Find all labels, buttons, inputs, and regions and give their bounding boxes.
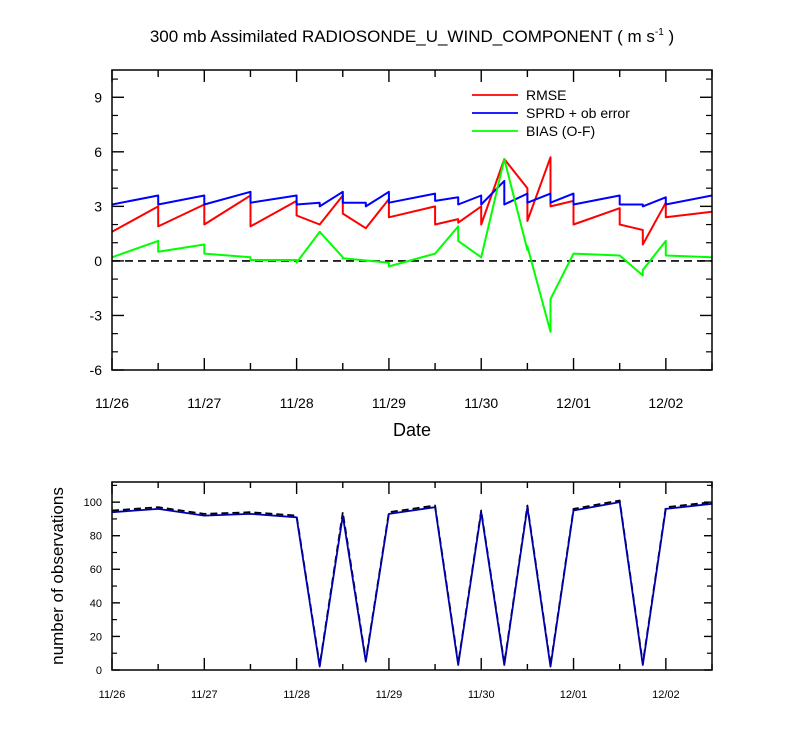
x-tick-label: 12/01 [560, 689, 588, 701]
y-tick-label: -3 [90, 307, 103, 323]
y-tick-label: 3 [94, 198, 102, 214]
x-tick-label: 11/30 [464, 395, 498, 411]
y-tick-label: -6 [90, 362, 103, 378]
y-tick-label: 80 [90, 531, 102, 543]
x-tick-label: 12/01 [556, 395, 591, 411]
y-tick-label: 0 [96, 665, 102, 677]
y-tick-label: 6 [94, 144, 102, 160]
plot-frame [111, 69, 713, 371]
x-tick-label: 12/02 [652, 689, 680, 701]
x-tick-label: 11/27 [191, 689, 218, 701]
legend-label: SPRD + ob error [526, 105, 630, 121]
bottom-panel: 11/26 11/27 11/28 11/29 11/30 12/01 12/02 0 20 40… [84, 481, 713, 701]
series-group [112, 156, 712, 333]
x-tick-label: 11/26 [95, 395, 129, 411]
x-tick-label: 11/27 [187, 395, 221, 411]
series-line-dashed-0 [112, 499, 712, 666]
y-tick-label: 40 [90, 598, 102, 610]
x-tick-label: 11/29 [376, 689, 403, 701]
x-tick-label: 11/26 [99, 689, 126, 701]
x-tick-label: 11/29 [372, 395, 406, 411]
top-x-axis-label: Date [393, 420, 431, 440]
x-tick-label: 12/02 [648, 395, 683, 411]
y-tick-label: 100 [84, 497, 102, 509]
x-tick-label: 11/28 [283, 689, 310, 701]
legend-item: SPRD + ob error [472, 105, 630, 121]
chart-title: 300 mb Assimilated RADIOSONDE_U_WIND_COM… [150, 27, 674, 46]
top-panel: 11/26 11/27 11/28 11/29 11/30 12/01 12/02 -6 -3 0… [90, 69, 713, 411]
legend-item: RMSE [472, 87, 566, 103]
y-tick-label: 60 [90, 564, 102, 576]
plot-frame [111, 481, 713, 671]
y-tick-label: 0 [94, 253, 102, 269]
x-tick-label: 11/30 [468, 689, 495, 701]
chart-title-superscript: -1 [655, 27, 664, 38]
chart-title-main: 300 mb Assimilated RADIOSONDE_U_WIND_COM… [150, 27, 655, 46]
legend-item: BIAS (O-F) [472, 123, 595, 139]
legend-label: RMSE [526, 87, 566, 103]
series-line-bias-o-f [112, 158, 712, 333]
legend-label: BIAS (O-F) [526, 123, 595, 139]
x-tick-label: 11/28 [280, 395, 314, 411]
series-line-rmse [112, 156, 712, 246]
series-group [112, 499, 712, 668]
y-tick-label: 20 [90, 631, 102, 643]
series-line-sprd-ob-error [112, 179, 712, 208]
bottom-y-axis-label: number of observations [48, 487, 67, 665]
chart-title-tail: ) [664, 27, 674, 46]
series-line-solid-1 [112, 501, 712, 668]
y-tick-label: 9 [94, 89, 102, 105]
legend: RMSE SPRD + ob error BIAS (O-F) [472, 87, 630, 139]
